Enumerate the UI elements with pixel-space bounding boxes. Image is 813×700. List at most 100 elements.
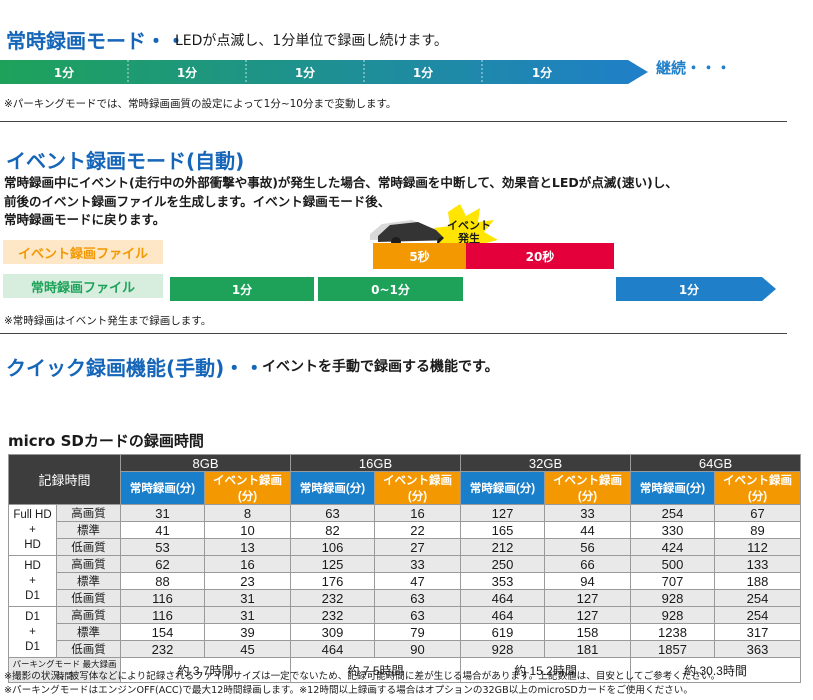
quality-label: 高画質 bbox=[56, 606, 121, 624]
table-cell: 53 bbox=[120, 538, 205, 556]
normal-mode-note: ※パーキングモードでは、常時録画画質の設定によって1分~10分まで変動します。 bbox=[4, 98, 397, 110]
table-cell: 31 bbox=[204, 589, 291, 607]
table-cell: 500 bbox=[630, 555, 715, 573]
table-cell: 1857 bbox=[630, 640, 715, 658]
col-normal: 常時録画(分) bbox=[460, 471, 545, 505]
table-cell: 464 bbox=[460, 589, 545, 607]
table-cell: 39 bbox=[204, 623, 291, 641]
continue-label: 継続・・・ bbox=[656, 59, 732, 77]
table-cell: 10 bbox=[204, 521, 291, 539]
table-cell: 165 bbox=[460, 521, 545, 539]
table-cell: 63 bbox=[290, 504, 375, 522]
group-name: D1 + D1 bbox=[8, 606, 57, 658]
table-cell: 112 bbox=[714, 538, 801, 556]
table-cell: 424 bbox=[630, 538, 715, 556]
event-normal-seg-2: 0~1分 bbox=[318, 277, 463, 301]
table-row: 低画質 232 45 464 90 928 181 1857 363 bbox=[9, 640, 801, 658]
table-cell: 90 bbox=[374, 640, 461, 658]
capacity-64gb: 64GB bbox=[630, 454, 801, 472]
table-cell: 106 bbox=[290, 538, 375, 556]
col-normal: 常時録画(分) bbox=[290, 471, 375, 505]
table-cell: 309 bbox=[290, 623, 375, 641]
quality-label: 高画質 bbox=[56, 504, 121, 522]
quick-mode-title: クイック録画機能(手動)・・ bbox=[6, 356, 265, 380]
table-cell: 232 bbox=[290, 606, 375, 624]
max-value-64gb: 約 30.3時間 bbox=[630, 657, 801, 683]
table-row: 低画質 53 13 106 27 212 56 424 112 bbox=[9, 538, 801, 556]
normal-seg-1: 1分 bbox=[53, 65, 75, 80]
timeline-arrow bbox=[0, 60, 648, 84]
table-cell: 16 bbox=[374, 504, 461, 522]
header-label: 記録時間 bbox=[8, 454, 121, 505]
table-cell: 47 bbox=[374, 572, 461, 590]
normal-seg-2: 1分 bbox=[176, 65, 198, 80]
group-name-part: D1 bbox=[25, 589, 40, 602]
event-burst-text: イベント発生 bbox=[447, 219, 491, 245]
quality-label: 低画質 bbox=[56, 589, 121, 607]
table-cell: 31 bbox=[204, 606, 291, 624]
max-value-32gb: 約 15.2時間 bbox=[460, 657, 631, 683]
table-cell: 13 bbox=[204, 538, 291, 556]
normal-seg-5: 1分 bbox=[531, 65, 553, 80]
table-cell: 67 bbox=[714, 504, 801, 522]
footnote-2: ※パーキングモードはエンジンOFF(ACC)で最大12時間録画します。※12時間… bbox=[4, 685, 693, 696]
table-cell: 363 bbox=[714, 640, 801, 658]
group-name-part: HD bbox=[24, 538, 41, 551]
table-cell: 88 bbox=[120, 572, 205, 590]
table-cell: 27 bbox=[374, 538, 461, 556]
divider-1 bbox=[0, 121, 787, 122]
normal-mode-desc: LEDが点滅し、1分単位で録画し続けます。 bbox=[175, 33, 448, 49]
table-cell: 353 bbox=[460, 572, 545, 590]
table-cell: 16 bbox=[204, 555, 291, 573]
table-cell: 1238 bbox=[630, 623, 715, 641]
table-cell: 66 bbox=[544, 555, 631, 573]
event-mode-title: イベント録画モード(自動) bbox=[6, 149, 245, 173]
table-cell: 250 bbox=[460, 555, 545, 573]
footnote-1: ※撮影の状況、被写体などにより記録されるファイルサイズは一定でないため、記録可能… bbox=[4, 671, 721, 682]
table-cell: 928 bbox=[460, 640, 545, 658]
quality-label: 標準 bbox=[56, 521, 121, 539]
quality-label: 低画質 bbox=[56, 538, 121, 556]
table-cell: 707 bbox=[630, 572, 715, 590]
normal-mode-timeline bbox=[0, 60, 648, 84]
table-cell: 116 bbox=[120, 606, 205, 624]
table-row: 標準 41 10 82 22 165 44 330 89 bbox=[9, 521, 801, 539]
table-cell: 31 bbox=[120, 504, 205, 522]
table-row: 標準 154 39 309 79 619 158 1238 317 bbox=[9, 623, 801, 641]
table-cell: 232 bbox=[120, 640, 205, 658]
quality-label: 高画質 bbox=[56, 555, 121, 573]
event-desc-line1: 常時録画中にイベント(走行中の外部衝撃や事故)が発生した場合、常時録画を中断して… bbox=[4, 175, 678, 190]
table-cell: 127 bbox=[544, 606, 631, 624]
table-cell: 23 bbox=[204, 572, 291, 590]
table-cell: 928 bbox=[630, 606, 715, 624]
normal-seg-4: 1分 bbox=[412, 65, 434, 80]
event-normal-seg-3: 1分 bbox=[678, 282, 700, 297]
table-cell: 45 bbox=[204, 640, 291, 658]
table-cell: 22 bbox=[374, 521, 461, 539]
table-cell: 188 bbox=[714, 572, 801, 590]
table-cell: 212 bbox=[460, 538, 545, 556]
table-row: D1 + D1 高画質 116 31 232 63 464 127 928 254 bbox=[8, 606, 801, 658]
table-cell: 154 bbox=[120, 623, 205, 641]
table-cell: 127 bbox=[544, 589, 631, 607]
table-cell: 158 bbox=[544, 623, 631, 641]
table-cell: 8 bbox=[204, 504, 291, 522]
col-normal: 常時録画(分) bbox=[120, 471, 205, 505]
table-cell: 125 bbox=[290, 555, 375, 573]
table-cell: 33 bbox=[544, 504, 631, 522]
group-name-part: D1 bbox=[25, 640, 40, 653]
table-cell: 619 bbox=[460, 623, 545, 641]
table-cell: 33 bbox=[374, 555, 461, 573]
table-cell: 232 bbox=[290, 589, 375, 607]
normal-file-label: 常時録画ファイル bbox=[3, 274, 163, 298]
table-cell: 41 bbox=[120, 521, 205, 539]
capacity-16gb: 16GB bbox=[290, 454, 461, 472]
table-cell: 82 bbox=[290, 521, 375, 539]
table-cell: 254 bbox=[714, 589, 801, 607]
event-file-label: イベント録画ファイル bbox=[3, 240, 163, 264]
table-cell: 63 bbox=[374, 589, 461, 607]
group-name-part: + bbox=[29, 523, 36, 536]
event-after-seg: 20秒 bbox=[466, 243, 614, 269]
col-event: イベント録画(分) bbox=[544, 471, 631, 505]
event-normal-arrow bbox=[616, 277, 776, 301]
